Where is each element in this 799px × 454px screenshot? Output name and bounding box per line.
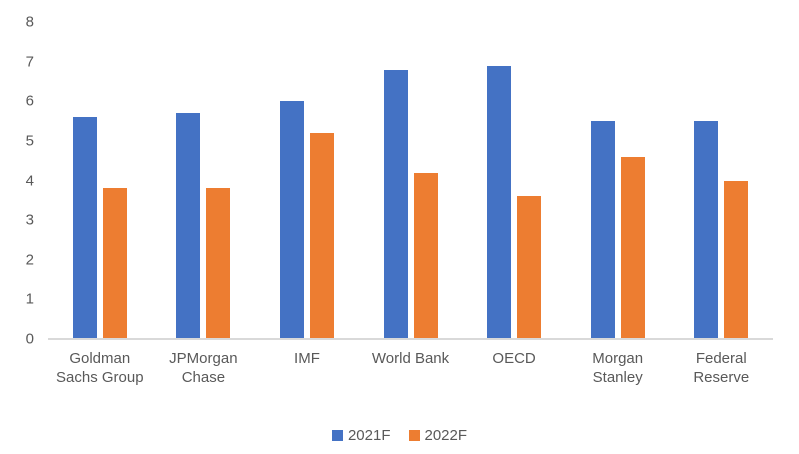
legend-label: 2021F (347, 427, 391, 444)
bar-group (359, 22, 463, 339)
y-tick-label: 8 (25, 13, 34, 31)
legend: 2021F 2022F (0, 428, 799, 443)
bar-group (669, 22, 773, 339)
legend-item-2021f: 2021F (331, 427, 391, 444)
bar-2022f (102, 188, 127, 339)
bar-group (48, 22, 152, 339)
legend-swatch-icon (408, 430, 420, 441)
bar-2021f (279, 101, 304, 339)
x-axis-labels: Goldman Sachs Group JPMorgan Chase IMF Worl… (48, 349, 773, 387)
x-category-label: IMF (294, 350, 320, 367)
y-tick-label: 4 (25, 172, 34, 189)
x-category-label: Morgan Stanley (592, 350, 644, 386)
y-tick-label: 0 (25, 330, 34, 348)
bar-2022f (206, 188, 231, 339)
bar-group (255, 22, 359, 339)
y-tick-label: 1 (25, 290, 34, 308)
bar-2022f (309, 132, 334, 339)
x-category-label: Federal Reserve (693, 350, 750, 386)
plot-area (48, 22, 773, 339)
x-category-label: Goldman Sachs Group (56, 350, 144, 386)
y-tick-label: 3 (25, 211, 34, 229)
bar-2022f (413, 172, 438, 339)
bar-group (462, 22, 566, 339)
bar-2022f (724, 180, 749, 339)
y-axis: 0 1 2 3 4 5 6 7 8 (0, 15, 38, 347)
bar-2022f (620, 156, 645, 339)
bar-group (566, 22, 670, 339)
bar-2021f (176, 113, 201, 339)
bar-2021f (72, 117, 97, 339)
x-category-label: World Bank (371, 350, 450, 367)
y-tick-label: 6 (25, 92, 34, 110)
x-category-label: OECD (492, 350, 536, 367)
bar-2021f (383, 69, 408, 339)
bar-2022f (517, 196, 542, 339)
bar-2021f (487, 65, 512, 339)
bar-2021f (694, 121, 719, 339)
y-tick-label: 5 (25, 132, 34, 150)
y-tick-label: 2 (25, 251, 34, 269)
legend-label: 2022F (424, 427, 468, 444)
bar-group (152, 22, 256, 339)
y-tick-label: 7 (25, 53, 34, 71)
x-axis-line (48, 338, 773, 340)
legend-item-2022f: 2022F (408, 427, 468, 444)
legend-swatch-icon (331, 430, 343, 441)
x-category-label: JPMorgan Chase (169, 350, 238, 386)
bar-2021f (590, 121, 615, 339)
